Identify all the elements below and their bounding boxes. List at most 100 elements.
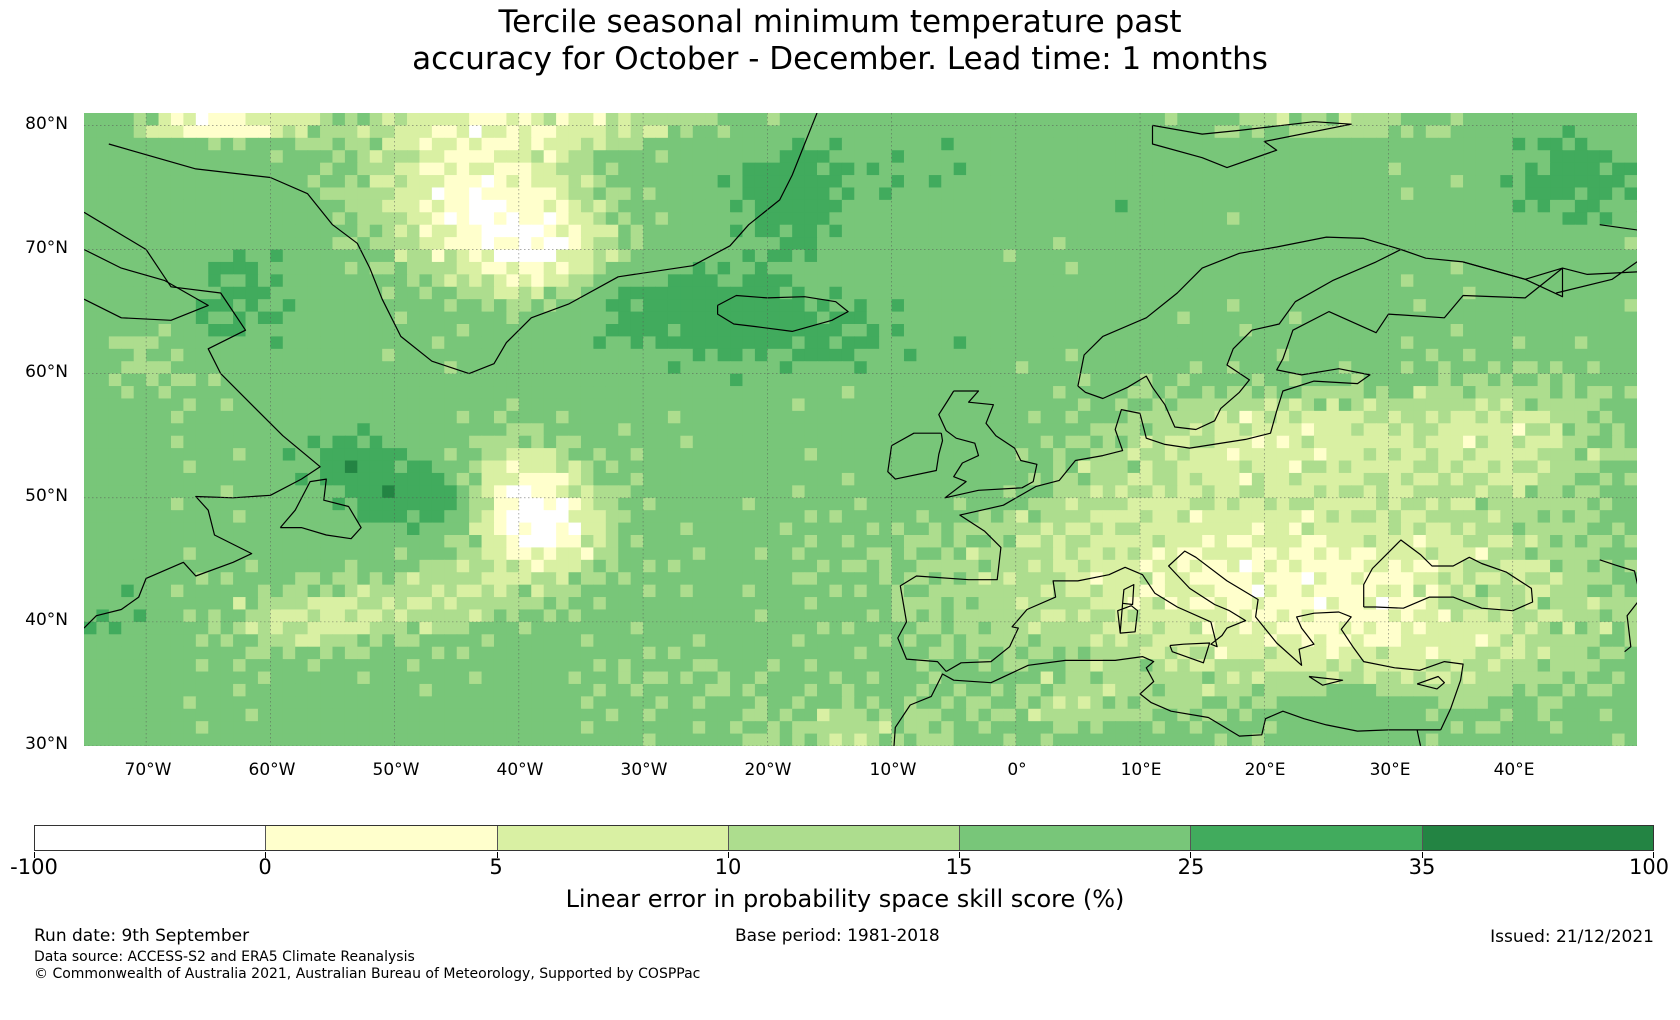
skill-cell xyxy=(866,224,880,238)
skill-cell xyxy=(903,559,917,573)
skill-cell xyxy=(1264,435,1278,449)
skill-cell xyxy=(1003,584,1017,598)
skill-cell xyxy=(568,572,582,586)
skill-cell xyxy=(1040,249,1054,263)
skill-cell xyxy=(1301,597,1315,611)
skill-cell xyxy=(1189,150,1203,164)
skill-cell xyxy=(1053,261,1067,275)
skill-cell xyxy=(357,497,371,511)
skill-cell xyxy=(419,212,433,226)
skill-cell xyxy=(866,410,880,424)
skill-cell xyxy=(1214,274,1228,288)
skill-cell xyxy=(643,448,657,462)
skill-cell xyxy=(270,274,284,288)
skill-cell xyxy=(829,150,843,164)
skill-cell xyxy=(928,175,942,189)
skill-cell xyxy=(419,460,433,474)
skill-cell xyxy=(556,237,570,251)
skill-cell xyxy=(854,175,868,189)
skill-cell xyxy=(1438,448,1452,462)
skill-cell xyxy=(556,125,570,139)
skill-cell xyxy=(1251,510,1265,524)
skill-cell xyxy=(1065,597,1079,611)
skill-cell xyxy=(1115,460,1129,474)
skill-cell xyxy=(394,597,408,611)
skill-cell xyxy=(1301,261,1315,275)
skill-cell xyxy=(170,162,184,176)
skill-cell xyxy=(705,187,719,201)
skill-cell xyxy=(1351,572,1365,586)
skill-cell xyxy=(146,261,160,275)
skill-cell xyxy=(717,398,731,412)
skill-cell xyxy=(84,137,98,151)
skill-cell xyxy=(556,497,570,511)
skill-cell xyxy=(158,497,172,511)
skill-cell xyxy=(841,398,855,412)
skill-cell xyxy=(121,137,135,151)
skill-cell xyxy=(1177,137,1191,151)
skill-cell xyxy=(257,162,271,176)
skill-cell xyxy=(1028,460,1042,474)
skill-cell xyxy=(1102,212,1116,226)
skill-cell xyxy=(1090,572,1104,586)
skill-cell xyxy=(1425,361,1439,375)
skill-cell xyxy=(705,286,719,300)
skill-cell xyxy=(1202,324,1216,338)
skill-cell xyxy=(245,410,259,424)
skill-cell xyxy=(717,274,731,288)
skill-cell xyxy=(1189,187,1203,201)
skill-cell xyxy=(779,398,793,412)
skill-cell xyxy=(1077,460,1091,474)
skill-cell xyxy=(1189,299,1203,313)
skill-cell xyxy=(1537,113,1551,127)
skill-cell xyxy=(854,249,868,263)
skill-cell xyxy=(767,274,781,288)
skill-cell xyxy=(1612,522,1626,536)
skill-cell xyxy=(1512,286,1526,300)
skill-cell xyxy=(1351,274,1365,288)
skill-cell xyxy=(1077,237,1091,251)
skill-cell xyxy=(1351,162,1365,176)
skill-cell xyxy=(133,237,147,251)
skill-cell xyxy=(431,410,445,424)
skill-cell xyxy=(444,286,458,300)
skill-cell xyxy=(792,448,806,462)
skill-cell xyxy=(1264,373,1278,387)
skill-cell xyxy=(183,535,197,549)
skill-cell xyxy=(84,386,98,400)
skill-cell xyxy=(1574,348,1588,362)
skill-cell xyxy=(1177,336,1191,350)
skill-cell xyxy=(133,584,147,598)
skill-cell xyxy=(978,175,992,189)
skill-cell xyxy=(1028,175,1042,189)
skill-cell xyxy=(978,386,992,400)
skill-cell xyxy=(1363,125,1377,139)
skill-cell xyxy=(270,448,284,462)
skill-cell xyxy=(1376,472,1390,486)
skill-cell xyxy=(245,175,259,189)
skill-cell xyxy=(1512,162,1526,176)
skill-cell xyxy=(804,410,818,424)
skill-cell xyxy=(1227,497,1241,511)
skill-cell xyxy=(1164,224,1178,238)
skill-cell xyxy=(407,448,421,462)
skill-cell xyxy=(1550,522,1564,536)
skill-cell xyxy=(1090,510,1104,524)
skill-cell xyxy=(1264,386,1278,400)
skill-cell xyxy=(1251,559,1265,573)
skill-cell xyxy=(1313,423,1327,437)
skill-cell xyxy=(854,299,868,313)
skill-cell xyxy=(556,460,570,474)
skill-cell xyxy=(1400,559,1414,573)
skill-cell xyxy=(1413,336,1427,350)
skill-cell xyxy=(667,311,681,325)
skill-cell xyxy=(320,224,334,238)
skill-cell xyxy=(1040,522,1054,536)
skill-cell xyxy=(680,361,694,375)
skill-cell xyxy=(245,522,259,536)
skill-cell xyxy=(1351,485,1365,499)
skill-cell xyxy=(257,373,271,387)
skill-cell xyxy=(1624,162,1637,176)
skill-cell xyxy=(382,572,396,586)
skill-cell xyxy=(1289,472,1303,486)
